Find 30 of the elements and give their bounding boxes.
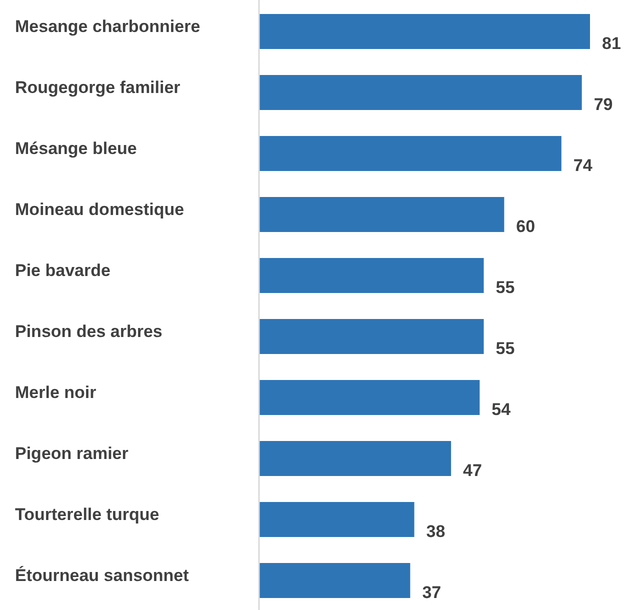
y-tick-label: Mesange charbonniere [15, 16, 200, 36]
bar [259, 441, 452, 476]
y-tick-label: Mésange bleue [15, 138, 137, 158]
y-tick-label: Rougegorge familier [15, 78, 181, 97]
data-label: 79 [594, 94, 613, 114]
bar [259, 563, 410, 598]
bar [259, 136, 562, 171]
bar [259, 197, 504, 232]
y-tick-label: Moineau domestique [15, 200, 184, 219]
data-label: 47 [463, 460, 482, 480]
bar [259, 319, 484, 354]
data-label: 81 [602, 34, 621, 53]
data-label: 55 [496, 338, 515, 358]
bar [259, 380, 480, 415]
data-label: 54 [492, 400, 512, 419]
data-label: 37 [422, 582, 442, 602]
data-label: 38 [426, 522, 446, 541]
y-tick-label: Étourneau sansonnet [15, 564, 190, 585]
bar [259, 502, 414, 537]
data-label: 60 [516, 216, 536, 236]
y-tick-label: Pinson des arbres [15, 322, 162, 341]
bar [259, 258, 484, 293]
data-label: 55 [496, 278, 515, 297]
y-tick-label: Tourterelle turque [15, 504, 160, 524]
y-tick-label: Pigeon ramier [15, 444, 129, 463]
y-tick-label: Pie bavarde [15, 260, 110, 280]
y-tick-label: Merle noir [15, 382, 97, 402]
bar [259, 75, 582, 110]
bar [259, 14, 590, 49]
data-label: 74 [573, 156, 593, 175]
